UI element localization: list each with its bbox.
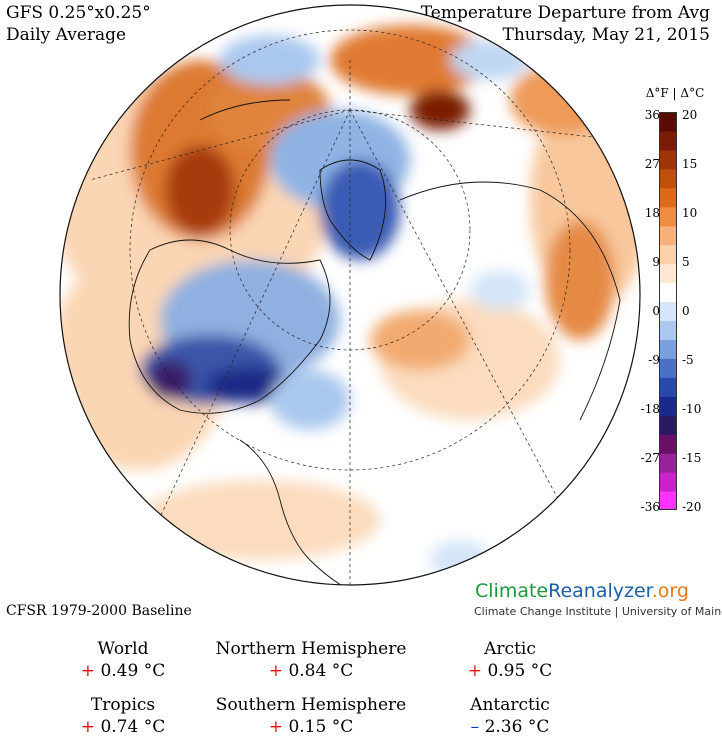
brand-part-climate: Climate xyxy=(475,580,549,602)
colorbar-swatch xyxy=(659,149,677,170)
colorbar-swatch xyxy=(659,415,677,435)
map-title-block: Temperature Departure from Avg Thursday,… xyxy=(421,2,710,46)
colorbar-frame xyxy=(659,112,677,510)
stat-label: Tropics xyxy=(90,695,156,715)
averaging-period: Daily Average xyxy=(6,25,127,45)
brand-subtitle: Climate Change Institute | University of… xyxy=(474,605,722,618)
colorbar-swatch xyxy=(659,263,677,284)
stat-world: World + 0.49 °C xyxy=(3,638,243,682)
stat-sign: + xyxy=(467,661,483,681)
stat-northern-hemisphere: Northern Hemisphere + 0.84 °C xyxy=(191,638,431,682)
colorbar xyxy=(659,112,677,510)
colorbar-tick-celsius: 15 xyxy=(682,157,698,171)
colorbar-tick-celsius: -20 xyxy=(682,500,702,514)
colorbar-swatch xyxy=(659,339,677,359)
stat-value: + 0.15 °C xyxy=(268,717,354,737)
colorbar-tick-fahrenheit: -18 xyxy=(640,402,660,416)
stat-value: + 0.84 °C xyxy=(268,661,354,681)
colorbar-swatch xyxy=(659,434,677,454)
colorbar-tick-celsius: 0 xyxy=(682,304,690,318)
colorbar-tick-fahrenheit: 9 xyxy=(652,255,660,269)
colorbar-swatch xyxy=(659,244,677,265)
colorbar-tick-celsius: 10 xyxy=(682,206,698,220)
colorbar-tick-fahrenheit: 27 xyxy=(644,157,660,171)
colorbar-swatch xyxy=(659,453,677,473)
model-resolution: GFS 0.25°x0.25° xyxy=(6,3,151,23)
stat-label: Northern Hemisphere xyxy=(215,639,407,659)
temperature-anomaly-globe xyxy=(20,0,670,600)
stat-label: Antarctic xyxy=(470,695,550,715)
stat-sign: + xyxy=(80,661,96,681)
colorbar-swatch xyxy=(659,168,677,189)
colorbar-swatch xyxy=(659,130,677,151)
colorbar-swatch xyxy=(659,377,677,397)
brand-part-reanalyzer: Reanalyzer xyxy=(548,580,652,602)
colorbar-tick-fahrenheit: 18 xyxy=(644,206,660,220)
stat-label: World xyxy=(97,639,149,659)
colorbar-tick-celsius: -5 xyxy=(682,353,694,367)
map-date: Thursday, May 21, 2015 xyxy=(502,25,710,45)
colorbar-swatch xyxy=(659,491,677,510)
colorbar-swatch xyxy=(659,225,677,246)
stat-tropics: Tropics + 0.74 °C xyxy=(3,694,243,738)
colorbar-swatch xyxy=(659,472,677,492)
brand-part-org: .org xyxy=(651,580,689,602)
colorbar-swatch xyxy=(659,282,677,303)
colorbar-tick-celsius: -15 xyxy=(682,451,702,465)
stat-arctic: Arctic + 0.95 °C xyxy=(390,638,630,682)
stat-value: – 2.36 °C xyxy=(470,717,550,737)
colorbar-unit-label: Δ°F | Δ°C xyxy=(645,86,705,100)
colorbar-tick-fahrenheit: -27 xyxy=(640,451,660,465)
colorbar-swatch xyxy=(659,301,677,322)
colorbar-swatch xyxy=(659,206,677,227)
colorbar-tick-celsius: -10 xyxy=(682,402,702,416)
stat-sign: + xyxy=(268,661,284,681)
stat-value: + 0.74 °C xyxy=(80,717,166,737)
stat-value: + 0.95 °C xyxy=(467,661,553,681)
baseline-label: CFSR 1979-2000 Baseline xyxy=(6,603,192,619)
stat-sign: – xyxy=(470,717,480,737)
stat-sign: + xyxy=(80,717,96,737)
model-info: GFS 0.25°x0.25° Daily Average xyxy=(6,2,151,46)
colorbar-tick-fahrenheit: 36 xyxy=(644,108,660,122)
colorbar-tick-celsius: 20 xyxy=(682,108,698,122)
stat-sign: + xyxy=(268,717,284,737)
colorbar-swatch xyxy=(659,358,677,378)
colorbar-tick-fahrenheit: -9 xyxy=(648,353,660,367)
colorbar-swatch xyxy=(659,112,677,132)
brand-logo[interactable]: ClimateReanalyzer.org xyxy=(475,580,689,602)
stat-antarctic: Antarctic – 2.36 °C xyxy=(390,694,630,738)
colorbar-tick-fahrenheit: -36 xyxy=(640,500,660,514)
colorbar-tick-fahrenheit: 0 xyxy=(652,304,660,318)
stat-southern-hemisphere: Southern Hemisphere + 0.15 °C xyxy=(191,694,431,738)
colorbar-swatch xyxy=(659,320,677,341)
globe-map xyxy=(59,4,641,586)
stat-label: Arctic xyxy=(484,639,536,659)
colorbar-tick-celsius: 5 xyxy=(682,255,690,269)
stat-label: Southern Hemisphere xyxy=(215,695,407,715)
stat-value: + 0.49 °C xyxy=(80,661,166,681)
colorbar-swatch xyxy=(659,396,677,416)
colorbar-swatch xyxy=(659,187,677,208)
map-title: Temperature Departure from Avg xyxy=(420,3,710,23)
